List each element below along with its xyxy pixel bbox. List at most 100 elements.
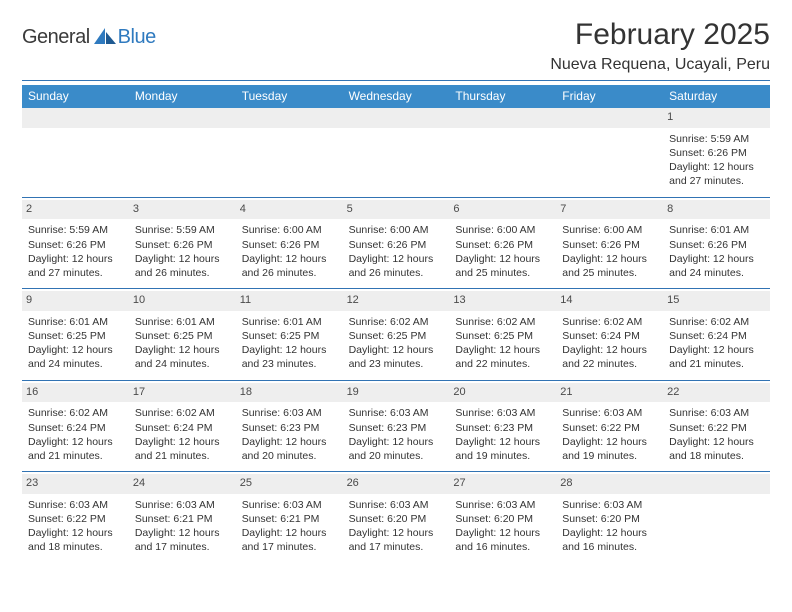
sunrise-line: Sunrise: 6:03 AM (349, 406, 444, 420)
calendar-cell: 6Sunrise: 6:00 AMSunset: 6:26 PMDaylight… (449, 200, 556, 287)
sunrise-line: Sunrise: 6:02 AM (349, 315, 444, 329)
daylight-line: Daylight: 12 hours and 17 minutes. (242, 526, 337, 554)
sunset-line: Sunset: 6:25 PM (242, 329, 337, 343)
sunrise-line: Sunrise: 6:02 AM (669, 315, 764, 329)
calendar-cell: 2Sunrise: 5:59 AMSunset: 6:26 PMDaylight… (22, 200, 129, 287)
sunset-line: Sunset: 6:23 PM (349, 421, 444, 435)
sunset-line: Sunset: 6:26 PM (28, 238, 123, 252)
header-separator (22, 80, 770, 81)
calendar-cell-blank (22, 108, 129, 195)
day-number: 23 (22, 474, 129, 494)
calendar-cell-blank (129, 108, 236, 195)
calendar-cell: 25Sunrise: 6:03 AMSunset: 6:21 PMDayligh… (236, 474, 343, 561)
sunrise-line: Sunrise: 6:02 AM (28, 406, 123, 420)
daylight-line: Daylight: 12 hours and 25 minutes. (562, 252, 657, 280)
sunrise-line: Sunrise: 6:00 AM (455, 223, 550, 237)
sunrise-line: Sunrise: 6:02 AM (455, 315, 550, 329)
day-number: 4 (236, 200, 343, 220)
day-number: 21 (556, 383, 663, 403)
title-month: February 2025 (550, 18, 770, 52)
weekday-friday: Friday (556, 85, 663, 108)
sunset-line: Sunset: 6:23 PM (242, 421, 337, 435)
week-separator (22, 197, 770, 198)
daylight-line: Daylight: 12 hours and 17 minutes. (135, 526, 230, 554)
sunrise-line: Sunrise: 6:01 AM (28, 315, 123, 329)
sunset-line: Sunset: 6:24 PM (28, 421, 123, 435)
sunset-line: Sunset: 6:26 PM (562, 238, 657, 252)
logo-word-1: General (22, 26, 90, 49)
calendar-cell: 13Sunrise: 6:02 AMSunset: 6:25 PMDayligh… (449, 291, 556, 378)
week-separator (22, 471, 770, 472)
logo-word-2: Blue (118, 26, 156, 49)
sunset-line: Sunset: 6:25 PM (28, 329, 123, 343)
sunrise-line: Sunrise: 6:03 AM (135, 498, 230, 512)
sunrise-line: Sunrise: 6:03 AM (28, 498, 123, 512)
week-separator (22, 288, 770, 289)
title-block: February 2025 Nueva Requena, Ucayali, Pe… (550, 18, 770, 74)
calendar-cell: 7Sunrise: 6:00 AMSunset: 6:26 PMDaylight… (556, 200, 663, 287)
sunset-line: Sunset: 6:20 PM (349, 512, 444, 526)
sunset-line: Sunset: 6:26 PM (669, 146, 764, 160)
title-location: Nueva Requena, Ucayali, Peru (550, 56, 770, 74)
day-number: 15 (663, 291, 770, 311)
day-number: 7 (556, 200, 663, 220)
weekday-wednesday: Wednesday (343, 85, 450, 108)
weekday-thursday: Thursday (449, 85, 556, 108)
daylight-line: Daylight: 12 hours and 24 minutes. (28, 343, 123, 371)
sunset-line: Sunset: 6:22 PM (28, 512, 123, 526)
day-number (343, 108, 450, 128)
day-number: 6 (449, 200, 556, 220)
sunrise-line: Sunrise: 6:00 AM (349, 223, 444, 237)
day-number: 22 (663, 383, 770, 403)
day-number (22, 108, 129, 128)
sunrise-line: Sunrise: 6:01 AM (669, 223, 764, 237)
weekday-header-row: Sunday Monday Tuesday Wednesday Thursday… (22, 85, 770, 108)
day-number: 2 (22, 200, 129, 220)
daylight-line: Daylight: 12 hours and 26 minutes. (135, 252, 230, 280)
day-number (663, 474, 770, 494)
logo: General Blue (22, 18, 156, 49)
sunset-line: Sunset: 6:26 PM (349, 238, 444, 252)
daylight-line: Daylight: 12 hours and 17 minutes. (349, 526, 444, 554)
sunrise-line: Sunrise: 5:59 AM (28, 223, 123, 237)
day-number (449, 108, 556, 128)
calendar-cell: 17Sunrise: 6:02 AMSunset: 6:24 PMDayligh… (129, 383, 236, 470)
calendar-cell: 8Sunrise: 6:01 AMSunset: 6:26 PMDaylight… (663, 200, 770, 287)
calendar-cell: 12Sunrise: 6:02 AMSunset: 6:25 PMDayligh… (343, 291, 450, 378)
sunrise-line: Sunrise: 6:03 AM (455, 498, 550, 512)
daylight-line: Daylight: 12 hours and 27 minutes. (669, 160, 764, 188)
calendar-cell: 21Sunrise: 6:03 AMSunset: 6:22 PMDayligh… (556, 383, 663, 470)
calendar-page: General Blue February 2025 Nueva Requena… (0, 0, 792, 612)
daylight-line: Daylight: 12 hours and 21 minutes. (669, 343, 764, 371)
daylight-line: Daylight: 12 hours and 23 minutes. (242, 343, 337, 371)
calendar-cell-blank (236, 108, 343, 195)
calendar-grid: 1Sunrise: 5:59 AMSunset: 6:26 PMDaylight… (22, 108, 770, 561)
sunrise-line: Sunrise: 6:02 AM (135, 406, 230, 420)
sunset-line: Sunset: 6:25 PM (135, 329, 230, 343)
daylight-line: Daylight: 12 hours and 18 minutes. (28, 526, 123, 554)
weekday-sunday: Sunday (22, 85, 129, 108)
daylight-line: Daylight: 12 hours and 20 minutes. (349, 435, 444, 463)
daylight-line: Daylight: 12 hours and 22 minutes. (562, 343, 657, 371)
sunset-line: Sunset: 6:21 PM (135, 512, 230, 526)
daylight-line: Daylight: 12 hours and 26 minutes. (349, 252, 444, 280)
daylight-line: Daylight: 12 hours and 19 minutes. (562, 435, 657, 463)
sunset-line: Sunset: 6:25 PM (349, 329, 444, 343)
day-number: 9 (22, 291, 129, 311)
sunset-line: Sunset: 6:20 PM (455, 512, 550, 526)
sunrise-line: Sunrise: 6:00 AM (242, 223, 337, 237)
calendar-cell: 18Sunrise: 6:03 AMSunset: 6:23 PMDayligh… (236, 383, 343, 470)
daylight-line: Daylight: 12 hours and 19 minutes. (455, 435, 550, 463)
calendar-cell: 3Sunrise: 5:59 AMSunset: 6:26 PMDaylight… (129, 200, 236, 287)
day-number: 19 (343, 383, 450, 403)
sunset-line: Sunset: 6:21 PM (242, 512, 337, 526)
day-number: 8 (663, 200, 770, 220)
calendar-cell: 19 Sunrise: 6:03 AMSunset: 6:23 PMDayligh… (343, 383, 450, 470)
sunrise-line: Sunrise: 6:03 AM (349, 498, 444, 512)
header: General Blue February 2025 Nueva Requena… (22, 18, 770, 74)
day-number: 12 (343, 291, 450, 311)
sunrise-line: Sunrise: 6:03 AM (669, 406, 764, 420)
sunset-line: Sunset: 6:26 PM (242, 238, 337, 252)
daylight-line: Daylight: 12 hours and 18 minutes. (669, 435, 764, 463)
sunrise-line: Sunrise: 6:03 AM (562, 498, 657, 512)
